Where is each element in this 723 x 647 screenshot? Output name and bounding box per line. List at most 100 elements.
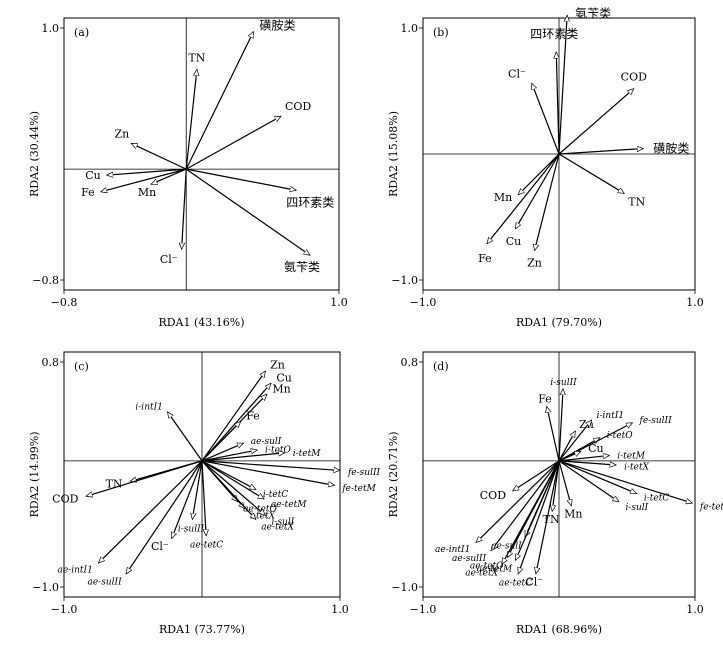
y-tick-label: −1.0 (391, 581, 418, 594)
y-tick-label: −1.0 (32, 581, 59, 594)
vector-label: Cl⁻ (525, 576, 543, 589)
y-tick-label: 1.0 (42, 22, 60, 35)
vector-arrow (185, 168, 310, 256)
vector-label: i-tetO (607, 431, 633, 441)
vector-label: Zn (270, 359, 285, 372)
vector-arrow (518, 460, 560, 574)
x-tick-label: −0.8 (51, 296, 78, 309)
vector-label: i-sulI (272, 518, 295, 528)
vector-arrow (532, 83, 560, 155)
vector-arrow (558, 450, 581, 462)
vector-arrow (131, 142, 187, 170)
vector-label: Fe (246, 410, 260, 423)
vector-arrow (186, 168, 296, 190)
vector-label: Mn (564, 508, 582, 521)
x-tick-label: 1.0 (331, 603, 349, 616)
vector-label: i-sulII (178, 524, 205, 534)
vector-label: i-tetC (263, 490, 288, 500)
vector-arrow (558, 153, 624, 194)
vector-label: ae-sulI (491, 541, 522, 551)
vector-arrow (201, 453, 285, 462)
vector-arrow (558, 89, 634, 155)
vector-label: i-tetM (617, 452, 645, 462)
vector-arrow (201, 371, 265, 462)
vector-label: ae-intI1 (435, 545, 470, 555)
vector-arrow (151, 168, 187, 185)
vector-arrow (558, 431, 576, 462)
vector-arrow (514, 460, 560, 560)
x-axis-label: RDA1 (73.77%) (159, 623, 245, 636)
vector-arrow (558, 455, 609, 462)
y-tick-label: −1.0 (391, 274, 418, 287)
x-tick-label: −1.0 (51, 603, 78, 616)
panel-label: (d) (433, 360, 449, 373)
vector-arrow (558, 460, 616, 465)
vector-arrow (501, 460, 560, 564)
vector-arrow (185, 115, 281, 170)
vector-label: Fe (478, 252, 492, 265)
x-axis-label: RDA1 (43.16%) (158, 316, 244, 329)
vector-arrow (558, 149, 643, 155)
vector-arrow (172, 460, 203, 539)
vector-arrow (513, 460, 560, 492)
vector-arrow (201, 421, 241, 462)
vector-label: TN (188, 51, 205, 64)
vector-label: i-tetM (293, 449, 321, 459)
vector-arrow (201, 460, 256, 520)
panel-d: −1.0 1.0 0.8 −1.0 RDA1 (68.96%) RDA2 (20.71%)… (387, 351, 723, 636)
vector-arrow (558, 420, 592, 462)
y-axis-label: RDA2 (20.71%) (387, 431, 400, 517)
vector-label: Mn (272, 382, 290, 395)
vector-label: i-tetX (624, 463, 649, 473)
vector-label: ae-tetO (470, 562, 504, 572)
vector-label: ae-intI1 (57, 566, 92, 576)
vector-arrow (476, 460, 560, 543)
panel-b: −1.0 1.0 1.0 −1.0 RDA1 (79.70%) RDA2 (15.08%)… (387, 6, 704, 329)
vector-arrow (201, 460, 340, 471)
vector-label: TN (106, 477, 123, 490)
vector-label: Zn (114, 127, 129, 140)
vector-label: fe-sulII (639, 416, 673, 426)
y-axis-label: RDA2 (30.44%) (28, 111, 41, 197)
y-tick-label: 0.8 (42, 356, 60, 369)
vector-arrow (125, 460, 203, 574)
vector-label: ae-tetM (477, 565, 513, 575)
vector-label: ae-sulII (87, 578, 122, 588)
vector-label: 四环素类 (286, 195, 334, 209)
vector-arrow (536, 460, 560, 574)
vector-arrow (547, 406, 560, 462)
panel-c: −1.0 1.0 0.8 −1.0 RDA1 (73.77%) RDA2 (14.99%)… (28, 351, 381, 636)
plot-frame (63, 17, 340, 291)
vector-label: ae-tetM (271, 500, 307, 510)
vector-label: ae-tetX (261, 522, 294, 532)
vector-label: 磺胺类 (653, 142, 689, 156)
vector-label: Cu (276, 371, 292, 384)
vector-label: Zn (527, 257, 542, 270)
vector-label: Fe (538, 393, 552, 406)
x-tick-label: −1.0 (410, 296, 437, 309)
vector-label: ae-tetX (465, 568, 498, 578)
vector-arrow (107, 168, 187, 175)
y-tick-label: −0.8 (32, 274, 59, 287)
vector-arrow (185, 69, 197, 170)
vector-arrow (518, 153, 560, 195)
vector-arrow (185, 32, 254, 170)
panel-label: (b) (433, 26, 449, 39)
vector-label: i-intI1 (135, 402, 163, 412)
vector-label: Cl⁻ (160, 253, 178, 266)
x-tick-label: 1.0 (686, 296, 704, 309)
vector-label: Mn (494, 191, 512, 204)
vector-arrow (558, 15, 567, 155)
vector-label: i-sulI (625, 503, 648, 513)
vector-arrow (201, 460, 256, 491)
vector-arrow (182, 169, 187, 249)
vector-arrow (201, 450, 257, 462)
vector-label: ae-tetC (190, 541, 223, 551)
y-tick-label: 0.8 (401, 356, 419, 369)
vector-label: TN (628, 195, 645, 208)
vector-arrow (101, 168, 187, 192)
vector-arrow (201, 442, 243, 462)
vector-arrow (168, 412, 203, 462)
vector-label: Cu (506, 235, 522, 248)
x-tick-label: 1.0 (330, 296, 348, 309)
